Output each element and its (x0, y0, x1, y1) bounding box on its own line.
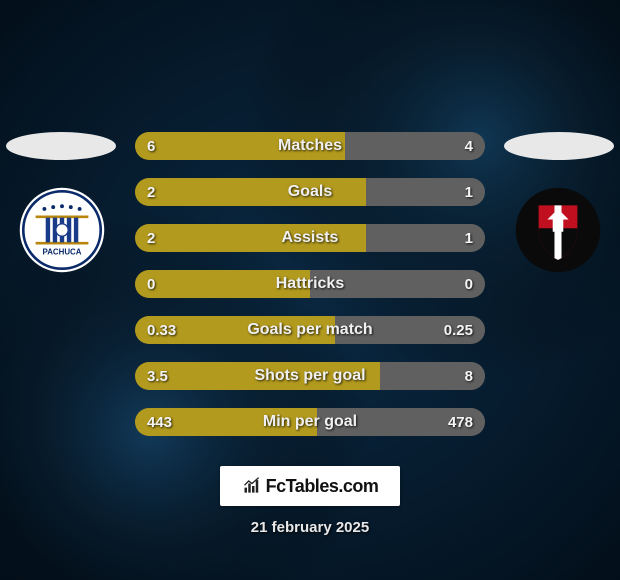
stat-value-right: 4 (465, 132, 473, 160)
stat-value-left: 2 (147, 178, 155, 206)
stat-row: 00Hattricks (135, 270, 485, 298)
stat-value-left: 2 (147, 224, 155, 252)
stat-value-right: 0 (465, 270, 473, 298)
stat-value-left: 0.33 (147, 316, 176, 344)
stat-row: 64Matches (135, 132, 485, 160)
stat-value-left: 3.5 (147, 362, 168, 390)
footer-logo: FcTables.com (220, 466, 400, 506)
stat-row: 21Assists (135, 224, 485, 252)
stat-bars: 64Matches21Goals21Assists00Hattricks0.33… (135, 132, 485, 436)
club-crest-right (514, 186, 602, 274)
chart-icon (242, 476, 262, 496)
stat-fill-left (135, 224, 366, 252)
stat-value-right: 8 (465, 362, 473, 390)
stat-fill-left (135, 362, 380, 390)
stat-value-left: 443 (147, 408, 172, 436)
stat-row: 3.58Shots per goal (135, 362, 485, 390)
stat-fill-left (135, 132, 345, 160)
main-area: PACHUCA 64Matches21Goals21Assists00Hattr… (0, 132, 620, 472)
stat-value-right: 0.25 (444, 316, 473, 344)
footer-logo-text: FcTables.com (266, 476, 379, 497)
stat-fill-left (135, 178, 366, 206)
player-left-halo (6, 132, 116, 160)
stat-value-left: 0 (147, 270, 155, 298)
crest-left-svg: PACHUCA (18, 186, 106, 274)
footer-date: 21 february 2025 (251, 519, 369, 536)
stat-value-right: 1 (465, 178, 473, 206)
comparison-infographic: HernÃ¡ndez HernÃ¡ndez vs Gonzalez Alcara… (0, 0, 620, 580)
stat-value-right: 478 (448, 408, 473, 436)
stat-fill-right (310, 270, 485, 298)
stat-row: 0.330.25Goals per match (135, 316, 485, 344)
player-right-halo (504, 132, 614, 160)
stat-row: 21Goals (135, 178, 485, 206)
svg-text:PACHUCA: PACHUCA (43, 248, 82, 257)
stat-row: 443478Min per goal (135, 408, 485, 436)
stat-value-right: 1 (465, 224, 473, 252)
stat-value-left: 6 (147, 132, 155, 160)
club-crest-left: PACHUCA (18, 186, 106, 274)
crest-right-svg (514, 186, 602, 274)
stat-fill-left (135, 270, 310, 298)
